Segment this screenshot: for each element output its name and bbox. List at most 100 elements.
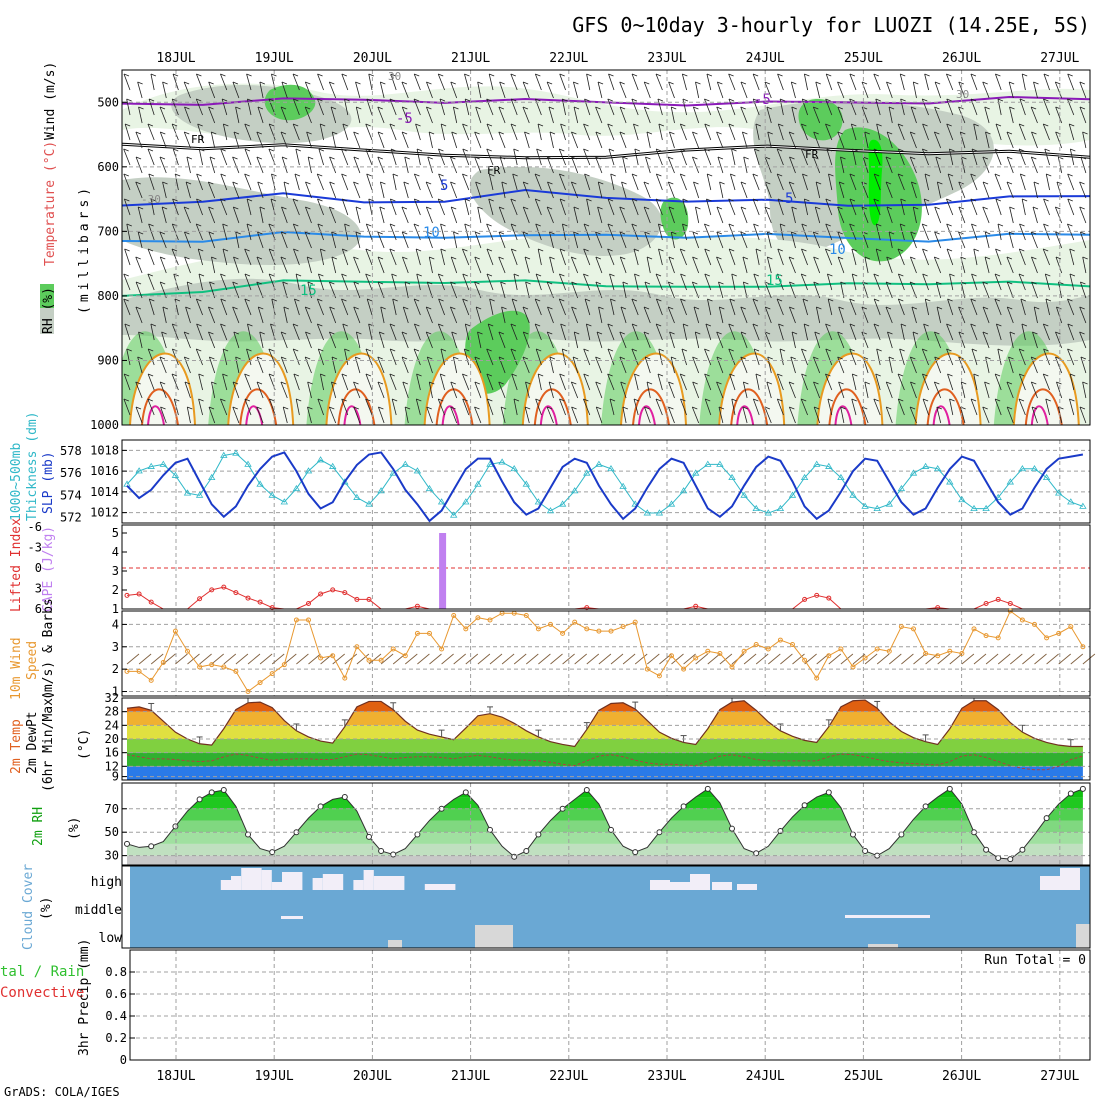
wind-barb-flag — [607, 98, 613, 102]
bottom-date-label: 25JUL — [844, 1069, 883, 1084]
wind-barb-flag — [1043, 223, 1049, 227]
wind-barb — [934, 356, 942, 374]
thickness-point — [244, 460, 252, 467]
rh-point — [1043, 815, 1050, 822]
wind-barb — [295, 148, 300, 166]
wind-barb — [365, 223, 373, 241]
wind-barb — [281, 81, 288, 99]
wind-barb-flag — [1009, 206, 1015, 210]
wind-barb — [1031, 256, 1038, 274]
diurnal-hottest-contour — [245, 405, 264, 425]
wind-barb — [704, 248, 712, 266]
wind-barb-flag — [1067, 98, 1073, 102]
wind-barb — [401, 356, 409, 374]
wind-barb — [875, 248, 881, 266]
wind-barb — [1043, 223, 1050, 241]
wind-barb — [135, 306, 143, 324]
wind-barb-flag — [474, 131, 480, 135]
wind-barb — [222, 223, 228, 241]
wind-barb — [1030, 231, 1038, 249]
thickness-point — [498, 458, 506, 465]
wind-barb — [366, 298, 373, 316]
wind-barb — [740, 306, 748, 324]
cloud-low-label: low — [99, 931, 123, 946]
wind-barb — [355, 81, 361, 99]
wind-barb-flag — [450, 156, 456, 160]
wind-barb-flag — [308, 156, 314, 160]
wind-barb — [837, 256, 845, 274]
thickness-point — [619, 482, 627, 489]
wind-barb — [875, 373, 881, 391]
wind-barb — [766, 381, 772, 399]
wind-barb — [329, 181, 337, 199]
wind-barb — [935, 156, 942, 174]
wind-barb-flag — [474, 406, 480, 410]
wind-barb — [259, 81, 264, 99]
wind-barb — [486, 223, 494, 241]
wind-barb — [135, 281, 143, 299]
wind-barb — [994, 273, 1002, 291]
wind-barb — [631, 73, 639, 91]
wind-barb-flag — [413, 298, 420, 302]
rh-point — [825, 789, 832, 796]
wind-barb — [1006, 406, 1014, 424]
wind-barb — [897, 398, 905, 416]
wind-barb — [912, 81, 917, 99]
wind-barb-flag — [427, 356, 433, 360]
thickness-point — [220, 451, 228, 458]
wind-barb — [197, 248, 203, 266]
wind-barb-flag — [837, 131, 843, 135]
wind-barb-flag — [534, 323, 541, 327]
wind-barb — [922, 148, 929, 166]
wind-barb — [549, 356, 554, 374]
wind-barb-flag — [123, 273, 129, 277]
wind-barb-flag — [971, 348, 978, 352]
wind-barb — [317, 223, 324, 241]
wind-barb-flag — [235, 106, 241, 110]
wind-barb-flag — [1056, 381, 1062, 385]
wind-barb — [561, 98, 566, 116]
wind-barb — [583, 398, 591, 416]
wind-barb-flag — [355, 231, 362, 235]
wind-barb-flag — [982, 156, 988, 160]
surface-barb — [308, 653, 321, 665]
wind-barb — [802, 298, 808, 316]
wind-barb-flag — [766, 106, 772, 110]
wind-barb-flag — [634, 373, 640, 377]
wind-barb — [1042, 123, 1050, 141]
wind-barb-flag — [211, 131, 217, 135]
wind-barb-flag — [813, 156, 819, 160]
wind-barb — [462, 298, 470, 316]
wind-speed-point — [463, 626, 469, 632]
wind-barb-flag — [1032, 331, 1038, 335]
wind-barb-flag — [815, 181, 822, 185]
wind-barb-flag — [898, 148, 904, 152]
wind-barb-flag — [925, 298, 931, 302]
wind-barb-flag — [513, 273, 520, 277]
wind-barb-flag — [619, 331, 625, 335]
wind-barb-flag — [1046, 173, 1052, 177]
wind-barb-flag — [486, 98, 492, 102]
wind-barb — [211, 381, 216, 399]
surface-barb — [913, 653, 926, 665]
wind-barb-flag — [404, 281, 411, 285]
rh-band — [127, 832, 1083, 844]
wind-barb — [244, 148, 252, 166]
wind-barb — [633, 248, 639, 266]
wind-barb — [682, 98, 687, 116]
wind-barb-flag — [256, 156, 263, 160]
wind-barb — [934, 106, 942, 124]
wind-barb — [1067, 173, 1075, 191]
thickness-point — [921, 462, 930, 469]
wind-barb — [366, 173, 373, 191]
wind-speed-point — [160, 659, 166, 665]
wind-barb — [328, 281, 337, 299]
wind-barb-flag — [752, 298, 759, 302]
wind-barb — [489, 298, 494, 316]
wind-barb — [208, 331, 216, 349]
wind-barb-flag — [535, 198, 541, 202]
wind-barb-flag — [767, 231, 773, 235]
wind-barb — [307, 156, 312, 174]
wind-barb-flag — [764, 81, 771, 85]
wind-barb-flag — [451, 206, 457, 210]
